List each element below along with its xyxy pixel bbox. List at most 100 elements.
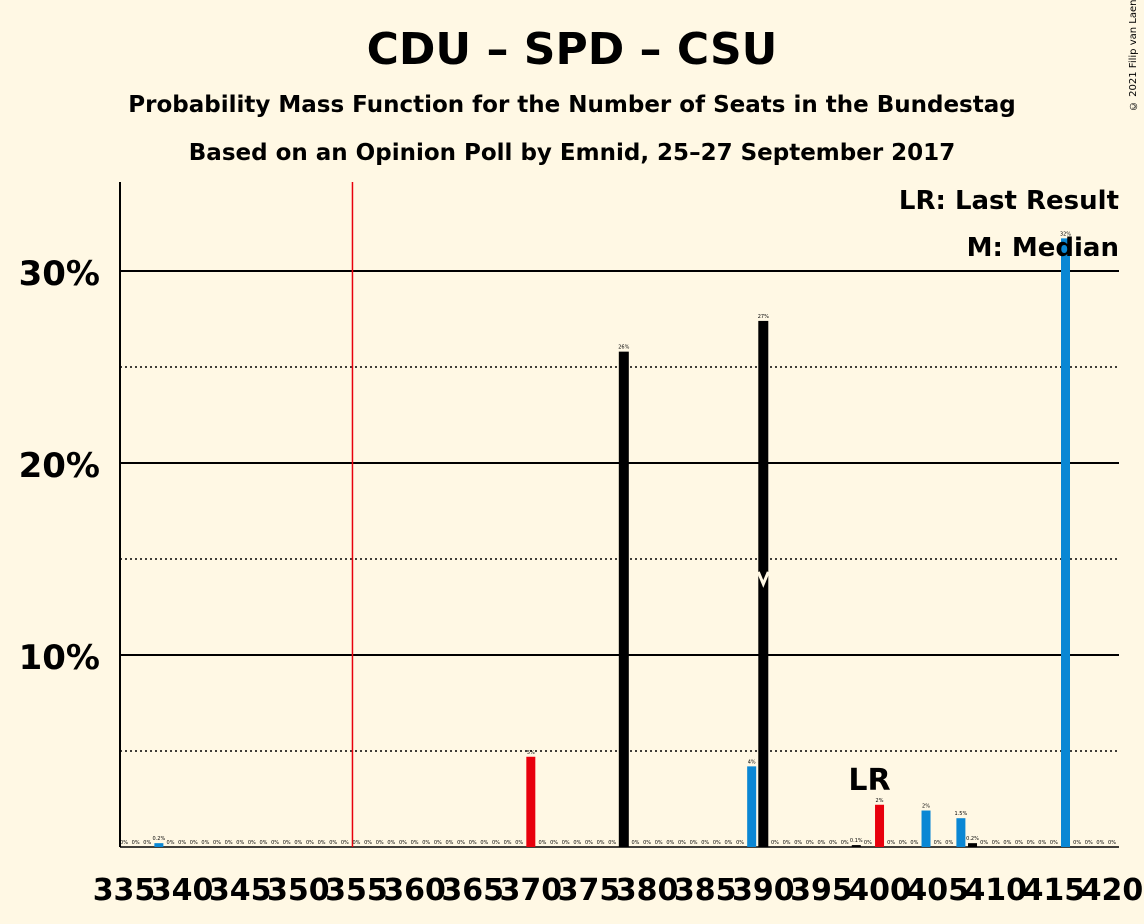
bar-label-365: 0% <box>469 840 477 846</box>
bar-label-412: 0% <box>1015 840 1023 846</box>
bar-389 <box>747 766 757 847</box>
bar-label-403: 0% <box>910 840 918 846</box>
median-marker <box>756 571 770 588</box>
bar-408 <box>968 843 978 847</box>
bar-label-384: 0% <box>690 840 698 846</box>
bar-label-390: 27% <box>758 314 769 320</box>
bar-398 <box>851 845 861 847</box>
bar-label-361: 0% <box>422 840 430 846</box>
bar-label-346: 0% <box>248 840 256 846</box>
x-tick-label: 335 <box>93 873 156 908</box>
y-tick-label: 20% <box>19 446 100 486</box>
bar-404 <box>921 810 931 847</box>
x-tick-label: 415 <box>1023 873 1086 908</box>
bar-label-408: 0.2% <box>966 836 979 842</box>
bar-label-383: 0% <box>678 840 686 846</box>
bar-label-381: 0% <box>655 840 663 846</box>
bar-label-340: 0% <box>178 840 186 846</box>
bar-label-342: 0% <box>201 840 209 846</box>
bar-label-417: 0% <box>1073 840 1081 846</box>
chart-subtitle: Probability Mass Function for the Number… <box>128 92 1016 118</box>
bar-label-347: 0% <box>260 840 268 846</box>
bar-label-398: 0.1% <box>850 838 863 844</box>
bar-label-387: 0% <box>724 840 732 846</box>
bar-label-389: 4% <box>748 759 756 765</box>
bar-416 <box>1061 238 1071 848</box>
bar-label-368: 0% <box>504 840 512 846</box>
bar-label-401: 0% <box>887 840 895 846</box>
x-tick-label: 345 <box>209 873 272 908</box>
x-tick-label: 380 <box>616 873 679 908</box>
bar-label-392: 0% <box>783 840 791 846</box>
bar-label-351: 0% <box>306 840 314 846</box>
last-result-label: LR <box>848 763 890 798</box>
x-tick-label: 370 <box>500 873 563 908</box>
bar-label-362: 0% <box>434 840 442 846</box>
bar-label-395: 0% <box>817 840 825 846</box>
bar-label-378: 26% <box>618 345 629 351</box>
x-tick-label: 365 <box>441 873 504 908</box>
bar-label-357: 0% <box>376 840 384 846</box>
bar-label-404: 2% <box>922 804 930 810</box>
bar-label-377: 0% <box>608 840 616 846</box>
legend-median: M: Median <box>966 233 1119 263</box>
chart-title: CDU – SPD – CSU <box>366 24 778 75</box>
bar-label-391: 0% <box>771 840 779 846</box>
bar-label-355: 0% <box>353 840 361 846</box>
bar-label-373: 0% <box>562 840 570 846</box>
bar-label-420: 0% <box>1108 840 1116 846</box>
bar-378 <box>618 351 629 847</box>
x-tick-label: 395 <box>790 873 853 908</box>
bar-label-366: 0% <box>480 840 488 846</box>
bar-label-338: 0.2% <box>153 836 166 842</box>
x-tick-label: 340 <box>151 873 214 908</box>
y-tick-label: 10% <box>19 638 100 678</box>
x-tick-label: 405 <box>906 873 969 908</box>
bar-label-352: 0% <box>318 840 326 846</box>
bar-label-397: 0% <box>841 840 849 846</box>
x-tick-label: 390 <box>732 873 795 908</box>
bar-407 <box>956 818 966 847</box>
bar-label-394: 0% <box>806 840 814 846</box>
bar-label-380: 0% <box>643 840 651 846</box>
x-tick-label: 385 <box>674 873 737 908</box>
bar-label-407: 1.5% <box>955 811 968 817</box>
x-tick-label: 420 <box>1081 873 1144 908</box>
bar-label-354: 0% <box>341 840 349 846</box>
bar-label-376: 0% <box>597 840 605 846</box>
bar-label-349: 0% <box>283 840 291 846</box>
bar-label-353: 0% <box>329 840 337 846</box>
bar-label-399: 0% <box>864 840 872 846</box>
bar-label-379: 0% <box>631 840 639 846</box>
bar-label-369: 0% <box>515 840 523 846</box>
bar-label-364: 0% <box>457 840 465 846</box>
bar-label-345: 0% <box>236 840 244 846</box>
bar-label-416: 32% <box>1060 231 1071 237</box>
bar-label-388: 0% <box>736 840 744 846</box>
bar-label-396: 0% <box>829 840 837 846</box>
bar-338 <box>154 843 164 847</box>
x-tick-label: 400 <box>848 873 911 908</box>
bar-label-344: 0% <box>225 840 233 846</box>
bar-label-370: 5% <box>527 750 535 756</box>
bar-label-385: 0% <box>701 840 709 846</box>
bar-label-337: 0% <box>143 840 151 846</box>
x-tick-label: 355 <box>325 873 388 908</box>
bar-label-393: 0% <box>794 840 802 846</box>
bar-370 <box>526 756 536 847</box>
bar-label-343: 0% <box>213 840 221 846</box>
bar-label-410: 0% <box>992 840 1000 846</box>
bar-label-358: 0% <box>387 840 395 846</box>
bar-400 <box>875 804 885 847</box>
y-tick-label: 30% <box>19 254 100 294</box>
bar-label-402: 0% <box>899 840 907 846</box>
x-tick-label: 375 <box>558 873 621 908</box>
bar-label-375: 0% <box>585 840 593 846</box>
bar-label-367: 0% <box>492 840 500 846</box>
bar-label-405: 0% <box>934 840 942 846</box>
legend-last-result: LR: Last Result <box>898 186 1119 216</box>
bar-label-382: 0% <box>666 840 674 846</box>
bar-label-359: 0% <box>399 840 407 846</box>
x-tick-label: 350 <box>267 873 330 908</box>
bar-label-360: 0% <box>411 840 419 846</box>
